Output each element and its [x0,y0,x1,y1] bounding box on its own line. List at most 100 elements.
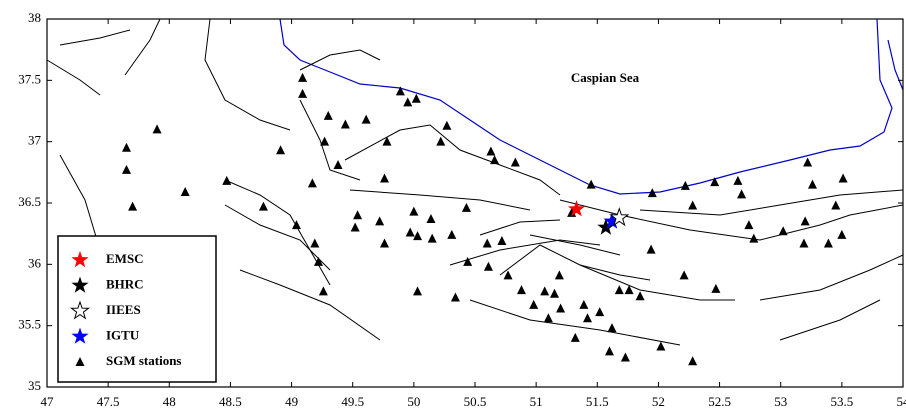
station [463,256,473,266]
station [711,283,721,293]
station [152,124,162,134]
station [749,233,759,243]
station [635,291,645,301]
station [180,186,190,196]
station [549,288,559,298]
station [778,226,788,236]
station [482,238,492,248]
station [403,97,413,107]
fault [299,99,361,181]
station [497,236,507,246]
x-tick-label: 47 [41,394,55,409]
station [679,270,689,280]
y-tick-label: 37.5 [18,71,41,86]
station [461,202,471,212]
x-tick-label: 49.5 [341,394,364,409]
station [688,200,698,210]
station [554,270,564,280]
station [411,93,421,103]
x-tick-label: 51 [530,394,543,409]
station [380,238,390,248]
fault [344,124,561,196]
station [838,173,848,183]
station [583,313,593,323]
x-tick-label: 48.5 [219,394,242,409]
station [614,285,624,295]
station [624,285,634,295]
fault [639,189,904,216]
fault [239,269,381,341]
station [121,164,131,174]
station [831,200,841,210]
fault [299,49,381,71]
station [656,341,666,351]
fault [449,239,601,266]
fault [349,189,531,211]
station [310,238,320,248]
station [808,179,818,189]
fault [479,219,561,236]
station [333,159,343,169]
x-tick-label: 52.5 [708,394,731,409]
station [744,220,754,230]
station [298,88,308,98]
station [595,307,605,317]
station [837,229,847,239]
x-tick-label: 53.5 [830,394,853,409]
fault [224,179,331,286]
station [442,120,452,130]
station [395,86,405,96]
station [737,189,747,199]
station [510,157,520,167]
station [382,136,392,146]
x-tick-label: 48 [163,394,176,409]
fault [759,254,904,301]
epicenter [603,212,621,229]
annotation: Caspian Sea [571,70,640,85]
y-tick-label: 36.5 [18,194,41,209]
fault [779,299,881,341]
station [307,178,317,188]
station [375,216,385,226]
station [405,227,415,237]
station [436,136,446,146]
fault [499,244,651,281]
y-tick-label: 37 [28,133,42,148]
fault [59,154,101,251]
legend-marker [75,357,85,366]
y-tick-label: 38 [28,10,41,25]
station [486,146,496,156]
station [258,201,268,211]
station [128,201,138,211]
fault [469,299,681,346]
station [607,323,617,333]
station [556,303,566,313]
station [298,72,308,82]
station [823,238,833,248]
x-tick-label: 50.5 [464,394,487,409]
legend-marker [71,327,89,344]
station [503,270,513,280]
station [426,213,436,223]
station [800,216,810,226]
station [222,175,232,185]
station [579,299,589,309]
station [540,286,550,296]
station [529,299,539,309]
station [313,256,323,266]
legend-marker [69,300,91,320]
station [803,157,813,167]
station [620,352,630,362]
station [276,145,286,155]
station [361,114,371,124]
station [646,244,656,254]
station [490,155,500,165]
legend-label: EMSC [106,251,144,266]
station [447,229,457,239]
faults [46,18,904,346]
fault [124,18,161,76]
x-tick-label: 52 [652,394,665,409]
epicenter [567,200,586,217]
station [413,286,423,296]
